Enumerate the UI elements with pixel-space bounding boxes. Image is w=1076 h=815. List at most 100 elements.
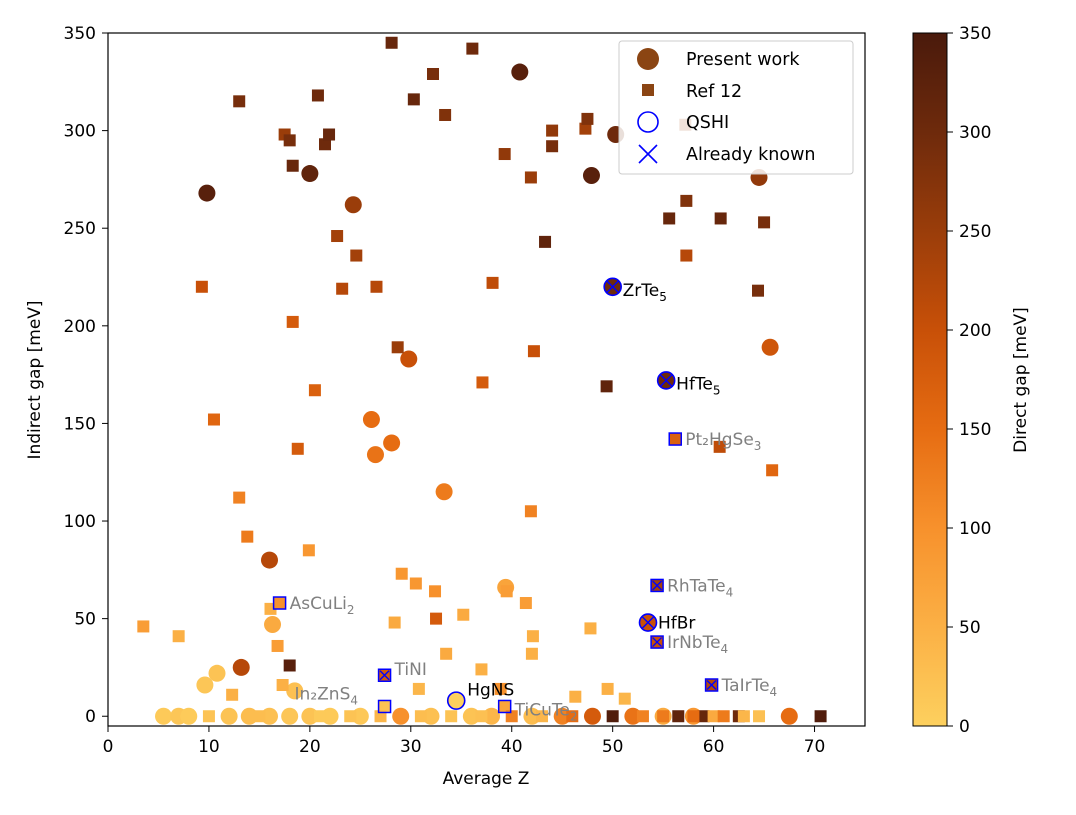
- ref12-point-81: [697, 710, 710, 723]
- x-tick-label-7: 70: [804, 737, 826, 757]
- qshi-square-8: [377, 668, 392, 682]
- ref12-point-87: [344, 710, 357, 723]
- x-tick-label-3: 30: [400, 737, 422, 757]
- ref12-point-76: [273, 597, 286, 610]
- ref12-point-53: [430, 612, 443, 625]
- ref12-point-43: [241, 530, 254, 543]
- ref12-point-56: [137, 620, 150, 633]
- already-known-x-line: [606, 280, 619, 293]
- already-known-x-1: [660, 374, 673, 387]
- ref12-point-93: [536, 710, 549, 723]
- ref12-point-11: [466, 42, 479, 55]
- x-tick-label-4: 40: [501, 737, 523, 757]
- qshi-square-5: [650, 578, 664, 593]
- ref12-point-80: [672, 710, 685, 723]
- plot-frame: [107, 32, 866, 727]
- ref12-point-12: [498, 148, 511, 161]
- ref12-point-37: [476, 376, 489, 389]
- legend-label-already-known: Already known: [686, 145, 816, 165]
- ref12-point-99: [717, 710, 730, 723]
- ref12-point-39: [291, 442, 304, 455]
- legend-label-qshi: QSHI: [686, 113, 729, 133]
- ref12-point-45: [302, 544, 315, 557]
- annotation-label-0: ZrTe5: [623, 281, 667, 304]
- ref12-point-79: [606, 710, 619, 723]
- ref12-point-28: [486, 276, 499, 289]
- colorbar: 0 50 100 150 200 250 300 350 Direct gap [meV]: [912, 24, 1031, 737]
- already-known-x-2: [641, 616, 654, 629]
- ref12-point-98: [707, 710, 720, 723]
- ref12-point-96: [657, 710, 670, 723]
- ref12-point-55: [584, 622, 597, 635]
- ref12-point-38: [207, 413, 220, 426]
- present-work-point-41: [583, 707, 601, 725]
- colorbar-tick-label-6: 300: [959, 123, 991, 143]
- ref12-point-101: [753, 710, 766, 723]
- ref12-point-13: [524, 171, 537, 184]
- already-known-x-6: [652, 637, 663, 648]
- ref12-point-97: [687, 710, 700, 723]
- ref12-point-9: [427, 67, 440, 80]
- ref12-point-65: [276, 679, 289, 692]
- scatter-points: [137, 36, 827, 725]
- ref12-point-22: [714, 212, 727, 225]
- ref12-point-69: [601, 682, 614, 695]
- ref12-point-41: [766, 464, 779, 477]
- annotation-label-6: IrNbTe4: [667, 633, 728, 656]
- already-known-x-line: [641, 616, 654, 629]
- ref12-point-40: [713, 440, 726, 453]
- qshi-square-9: [272, 596, 287, 610]
- present-work-point-28: [220, 707, 238, 725]
- present-work-point-3: [511, 63, 529, 81]
- ref12-point-24: [331, 230, 344, 243]
- y-axis: 0 50 100 150 200 250 300 350: [64, 24, 108, 727]
- present-work-point-15: [264, 615, 282, 633]
- ref12-point-83: [814, 710, 827, 723]
- present-work-point-11: [383, 434, 401, 452]
- ref12-point-20: [663, 212, 676, 225]
- qshi-circle-2: [638, 613, 658, 632]
- qshi-circle-0: [603, 277, 622, 297]
- ref12-point-71: [669, 433, 682, 446]
- legend-marker-already-known: [638, 144, 658, 164]
- ref12-point-70: [618, 692, 631, 705]
- ref12-point-59: [271, 639, 284, 652]
- x-tick-label-6: 60: [703, 737, 725, 757]
- annotation-label-4: Pt₂HgSe3: [685, 430, 761, 453]
- ref12-point-8: [407, 93, 420, 106]
- y-tick-label-7: 350: [64, 24, 96, 44]
- legend-label-present-work: Present work: [686, 50, 800, 70]
- ref12-point-7: [385, 36, 398, 49]
- already-known-x-7: [706, 680, 717, 691]
- qshi-square-7: [704, 678, 719, 692]
- ref12-point-42: [233, 491, 246, 504]
- ref12-point-25: [350, 249, 363, 262]
- qshi-square-10: [377, 699, 392, 714]
- ref12-point-27: [370, 280, 383, 293]
- x-tick-label-2: 20: [299, 737, 321, 757]
- annotation-label-1: HfTe5: [676, 374, 720, 397]
- colorbar-tick-label-2: 100: [959, 519, 991, 539]
- x-tick-label-5: 50: [602, 737, 624, 757]
- present-work-point-17: [208, 664, 226, 682]
- ref12-point-21: [680, 194, 693, 207]
- qshi-square-6: [650, 635, 664, 649]
- present-work-point-23: [447, 692, 465, 710]
- ref12-point-48: [429, 585, 442, 598]
- x-tick-label-1: 10: [198, 737, 220, 757]
- ref12-point-51: [457, 608, 470, 621]
- colorbar-tick-label-3: 150: [959, 420, 991, 440]
- ref12-point-100: [737, 710, 750, 723]
- ref12-point-36: [308, 384, 321, 397]
- y-tick-label-6: 300: [64, 122, 96, 142]
- ref12-point-90: [445, 710, 458, 723]
- ref12-point-30: [752, 284, 765, 297]
- present-work-point-10: [366, 446, 384, 464]
- ref12-point-57: [172, 630, 185, 643]
- already-known-x-line: [652, 637, 663, 648]
- present-work-point-18: [196, 676, 214, 694]
- annotation-label-10: In₂ZnS4: [295, 684, 358, 707]
- annotation-label-11: TiCuTe2: [514, 700, 578, 723]
- legend-marker-present-work: [637, 48, 659, 70]
